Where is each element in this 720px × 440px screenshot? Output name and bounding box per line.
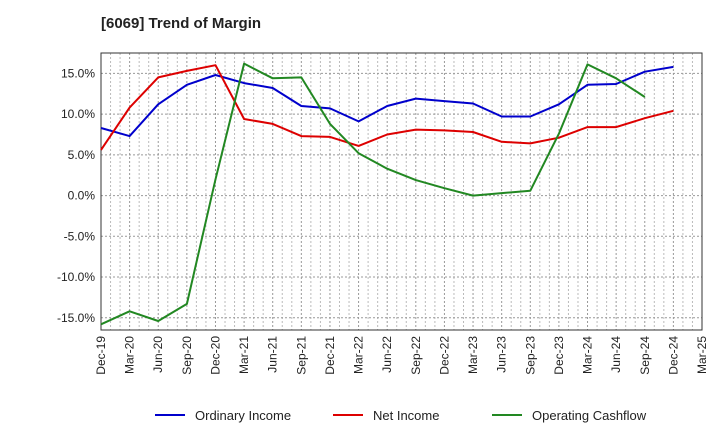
legend-label: Operating Cashflow (532, 408, 647, 423)
x-tick-label: Mar-20 (123, 336, 137, 374)
series-line-operating-cashflow (100, 62, 646, 326)
y-tick-label: 15.0% (61, 66, 95, 80)
plot-border (100, 52, 703, 331)
x-tick-label: Sep-21 (294, 336, 308, 375)
y-tick-label: 5.0% (68, 148, 96, 162)
x-tick-label: Mar-25 (695, 336, 709, 374)
x-tick-label: Jun-20 (151, 336, 165, 373)
x-tick-label: Mar-21 (237, 336, 251, 374)
x-tick-label: Jun-21 (266, 336, 280, 373)
chart-title: [6069] Trend of Margin (101, 15, 262, 32)
x-tick-label: Sep-24 (638, 336, 652, 375)
y-tick-label: 10.0% (61, 107, 95, 121)
x-tick-label: Sep-20 (180, 336, 194, 375)
x-tick-label: Dec-20 (208, 336, 222, 375)
plot-area (101, 53, 702, 330)
y-tick-label: 0.0% (68, 189, 96, 203)
x-tick-label: Dec-21 (323, 336, 337, 375)
x-tick-label: Mar-24 (581, 336, 595, 374)
legend-label: Ordinary Income (195, 408, 291, 423)
x-tick-label: Jun-23 (495, 336, 509, 373)
series-line-net-income (100, 64, 674, 151)
x-tick-label: Dec-22 (437, 336, 451, 375)
y-tick-label: -10.0% (57, 270, 95, 284)
series-line-ordinary-income (100, 65, 674, 138)
y-tick-label: -5.0% (64, 229, 96, 243)
x-tick-label: Dec-24 (666, 336, 680, 375)
x-tick-label: Mar-22 (352, 336, 366, 374)
x-tick-label: Jun-24 (609, 336, 623, 373)
x-tick-label: Sep-22 (409, 336, 423, 375)
x-tick-label: Dec-19 (94, 336, 108, 375)
y-tick-label: -15.0% (57, 311, 95, 325)
x-tick-label: Sep-23 (523, 336, 537, 375)
legend-label: Net Income (373, 408, 439, 423)
x-tick-label: Mar-23 (466, 336, 480, 374)
x-tick-label: Jun-22 (380, 336, 394, 373)
x-tick-label: Dec-23 (552, 336, 566, 375)
